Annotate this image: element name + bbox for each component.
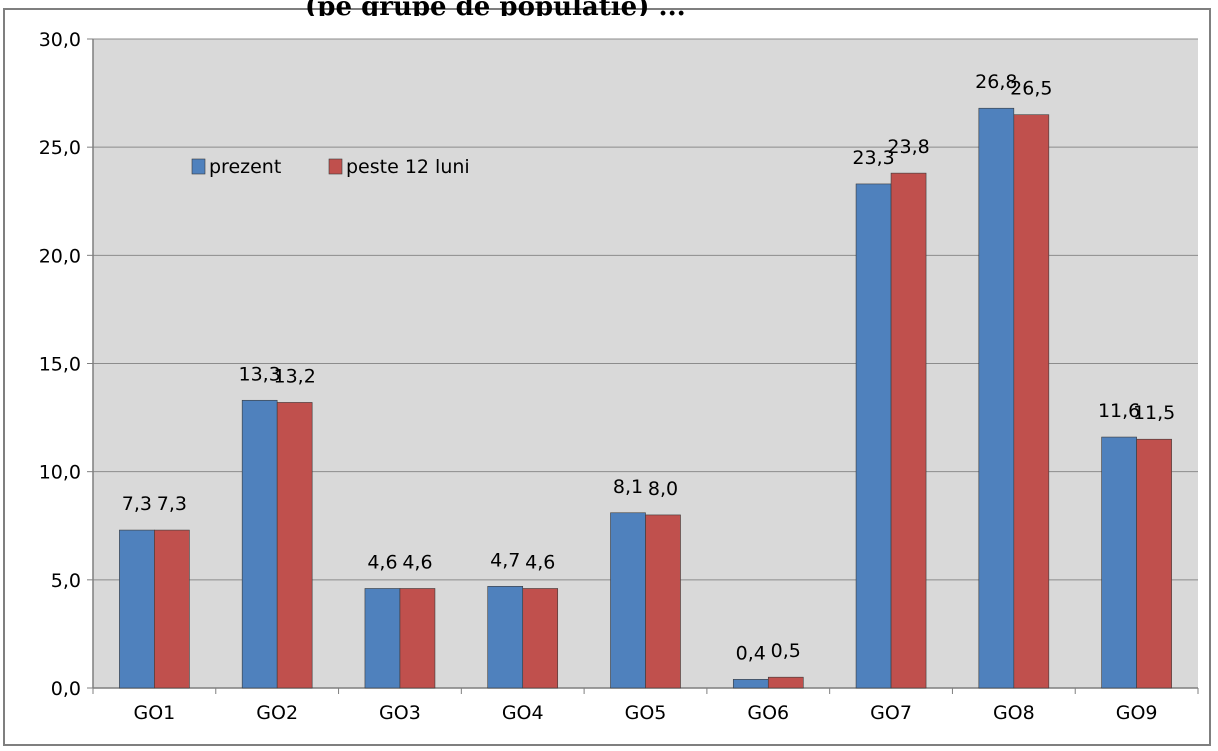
data-label: 7,3 (122, 493, 152, 515)
data-label: 13,2 (274, 365, 316, 387)
bar-prezent (732, 679, 769, 689)
bar-peste-12-luni (1136, 438, 1172, 689)
x-tick-label: GO9 (1116, 702, 1158, 724)
bar-peste-12-luni (767, 676, 804, 689)
data-label: 11,6 (1098, 400, 1140, 422)
y-tick-label: 20,0 (39, 245, 81, 267)
bar-peste-12-luni (645, 514, 681, 689)
x-tick-label: GO2 (256, 702, 298, 724)
data-label: 0,4 (736, 642, 766, 664)
data-label: 4,6 (525, 551, 555, 573)
y-tick-label: 30,0 (39, 29, 81, 51)
bar-prezent (241, 399, 278, 689)
x-tick-label: GO8 (993, 702, 1035, 724)
x-tick-label: GO5 (625, 702, 667, 724)
data-label: 11,5 (1133, 402, 1175, 424)
bar-prezent (119, 529, 155, 689)
bar-prezent (364, 588, 401, 689)
bar-peste-12-luni (522, 588, 559, 689)
data-label: 4,7 (490, 549, 520, 571)
x-tick-label: GO7 (870, 702, 912, 724)
x-tick-label: GO4 (502, 702, 544, 724)
bar-peste-12-luni (1013, 114, 1050, 689)
bar-prezent (610, 512, 646, 689)
y-tick-label: 25,0 (39, 137, 81, 159)
legend-swatch-prezent (191, 158, 206, 175)
data-label: 7,3 (157, 493, 187, 515)
y-tick-label: 15,0 (39, 354, 81, 376)
y-tick-label: 0,0 (51, 678, 81, 700)
bar-prezent (1101, 436, 1137, 689)
bar-peste-12-luni (154, 529, 190, 689)
x-tick-label: GO1 (133, 702, 175, 724)
x-tick-label: GO6 (747, 702, 789, 724)
legend-swatch-peste-12-luni (328, 158, 343, 175)
chart-title: (pe grupe de populație) ... (305, 0, 686, 16)
data-label: 23,8 (887, 136, 929, 158)
data-label: 13,3 (239, 363, 281, 385)
bar-prezent (978, 107, 1015, 689)
y-tick-label: 10,0 (39, 462, 81, 484)
bar-peste-12-luni (399, 588, 436, 689)
data-label: 26,5 (1010, 78, 1052, 100)
data-label: 8,1 (613, 476, 643, 498)
data-label: 26,8 (975, 71, 1017, 93)
bar-prezent (487, 586, 524, 689)
data-label: 4,6 (402, 551, 432, 573)
data-label: 0,5 (771, 640, 801, 662)
bar-peste-12-luni (890, 172, 927, 689)
data-label: 23,3 (852, 147, 894, 169)
legend-label-peste-12-luni: peste 12 luni (346, 156, 470, 178)
x-tick-label: GO3 (379, 702, 421, 724)
y-tick-label: 5,0 (51, 570, 81, 592)
data-label: 8,0 (648, 478, 678, 500)
data-label: 4,6 (367, 551, 397, 573)
bar-prezent (855, 183, 892, 689)
legend-label-prezent: prezent (209, 156, 281, 178)
bar-peste-12-luni (276, 402, 313, 689)
